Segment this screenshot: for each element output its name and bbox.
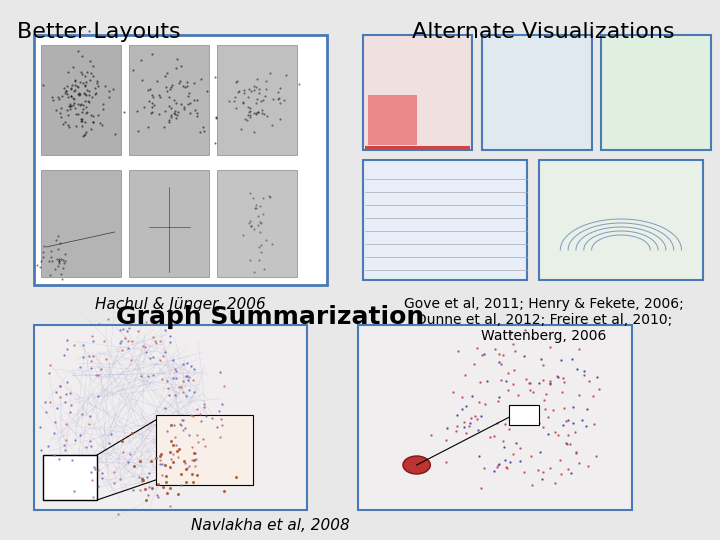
- Bar: [510, 405, 539, 425]
- Bar: [130, 45, 210, 155]
- Text: Alternate Visualizations: Alternate Visualizations: [413, 22, 675, 42]
- Bar: [130, 170, 210, 277]
- FancyBboxPatch shape: [358, 325, 631, 510]
- Bar: [41, 45, 122, 155]
- Bar: [217, 170, 297, 277]
- Bar: [217, 45, 297, 155]
- Bar: [365, 146, 470, 150]
- Text: Better Layouts: Better Layouts: [17, 22, 181, 42]
- Bar: [41, 170, 122, 277]
- Ellipse shape: [403, 456, 431, 474]
- Bar: [43, 455, 97, 500]
- FancyBboxPatch shape: [539, 160, 703, 280]
- Text: Graph Summarization: Graph Summarization: [116, 305, 424, 329]
- Bar: [368, 95, 417, 145]
- FancyBboxPatch shape: [363, 160, 527, 280]
- Text: Gove et al, 2011; Henry & Fekete, 2006;
Dunne et al, 2012; Freire et al, 2010;
W: Gove et al, 2011; Henry & Fekete, 2006; …: [404, 297, 683, 343]
- Bar: [156, 415, 253, 485]
- Text: Hachul & Jünger, 2006: Hachul & Jünger, 2006: [95, 297, 266, 312]
- FancyBboxPatch shape: [482, 35, 592, 150]
- Text: Navlakha et al, 2008: Navlakha et al, 2008: [191, 518, 349, 533]
- FancyBboxPatch shape: [34, 35, 327, 285]
- FancyBboxPatch shape: [363, 35, 472, 150]
- FancyBboxPatch shape: [34, 325, 307, 510]
- FancyBboxPatch shape: [601, 35, 711, 150]
